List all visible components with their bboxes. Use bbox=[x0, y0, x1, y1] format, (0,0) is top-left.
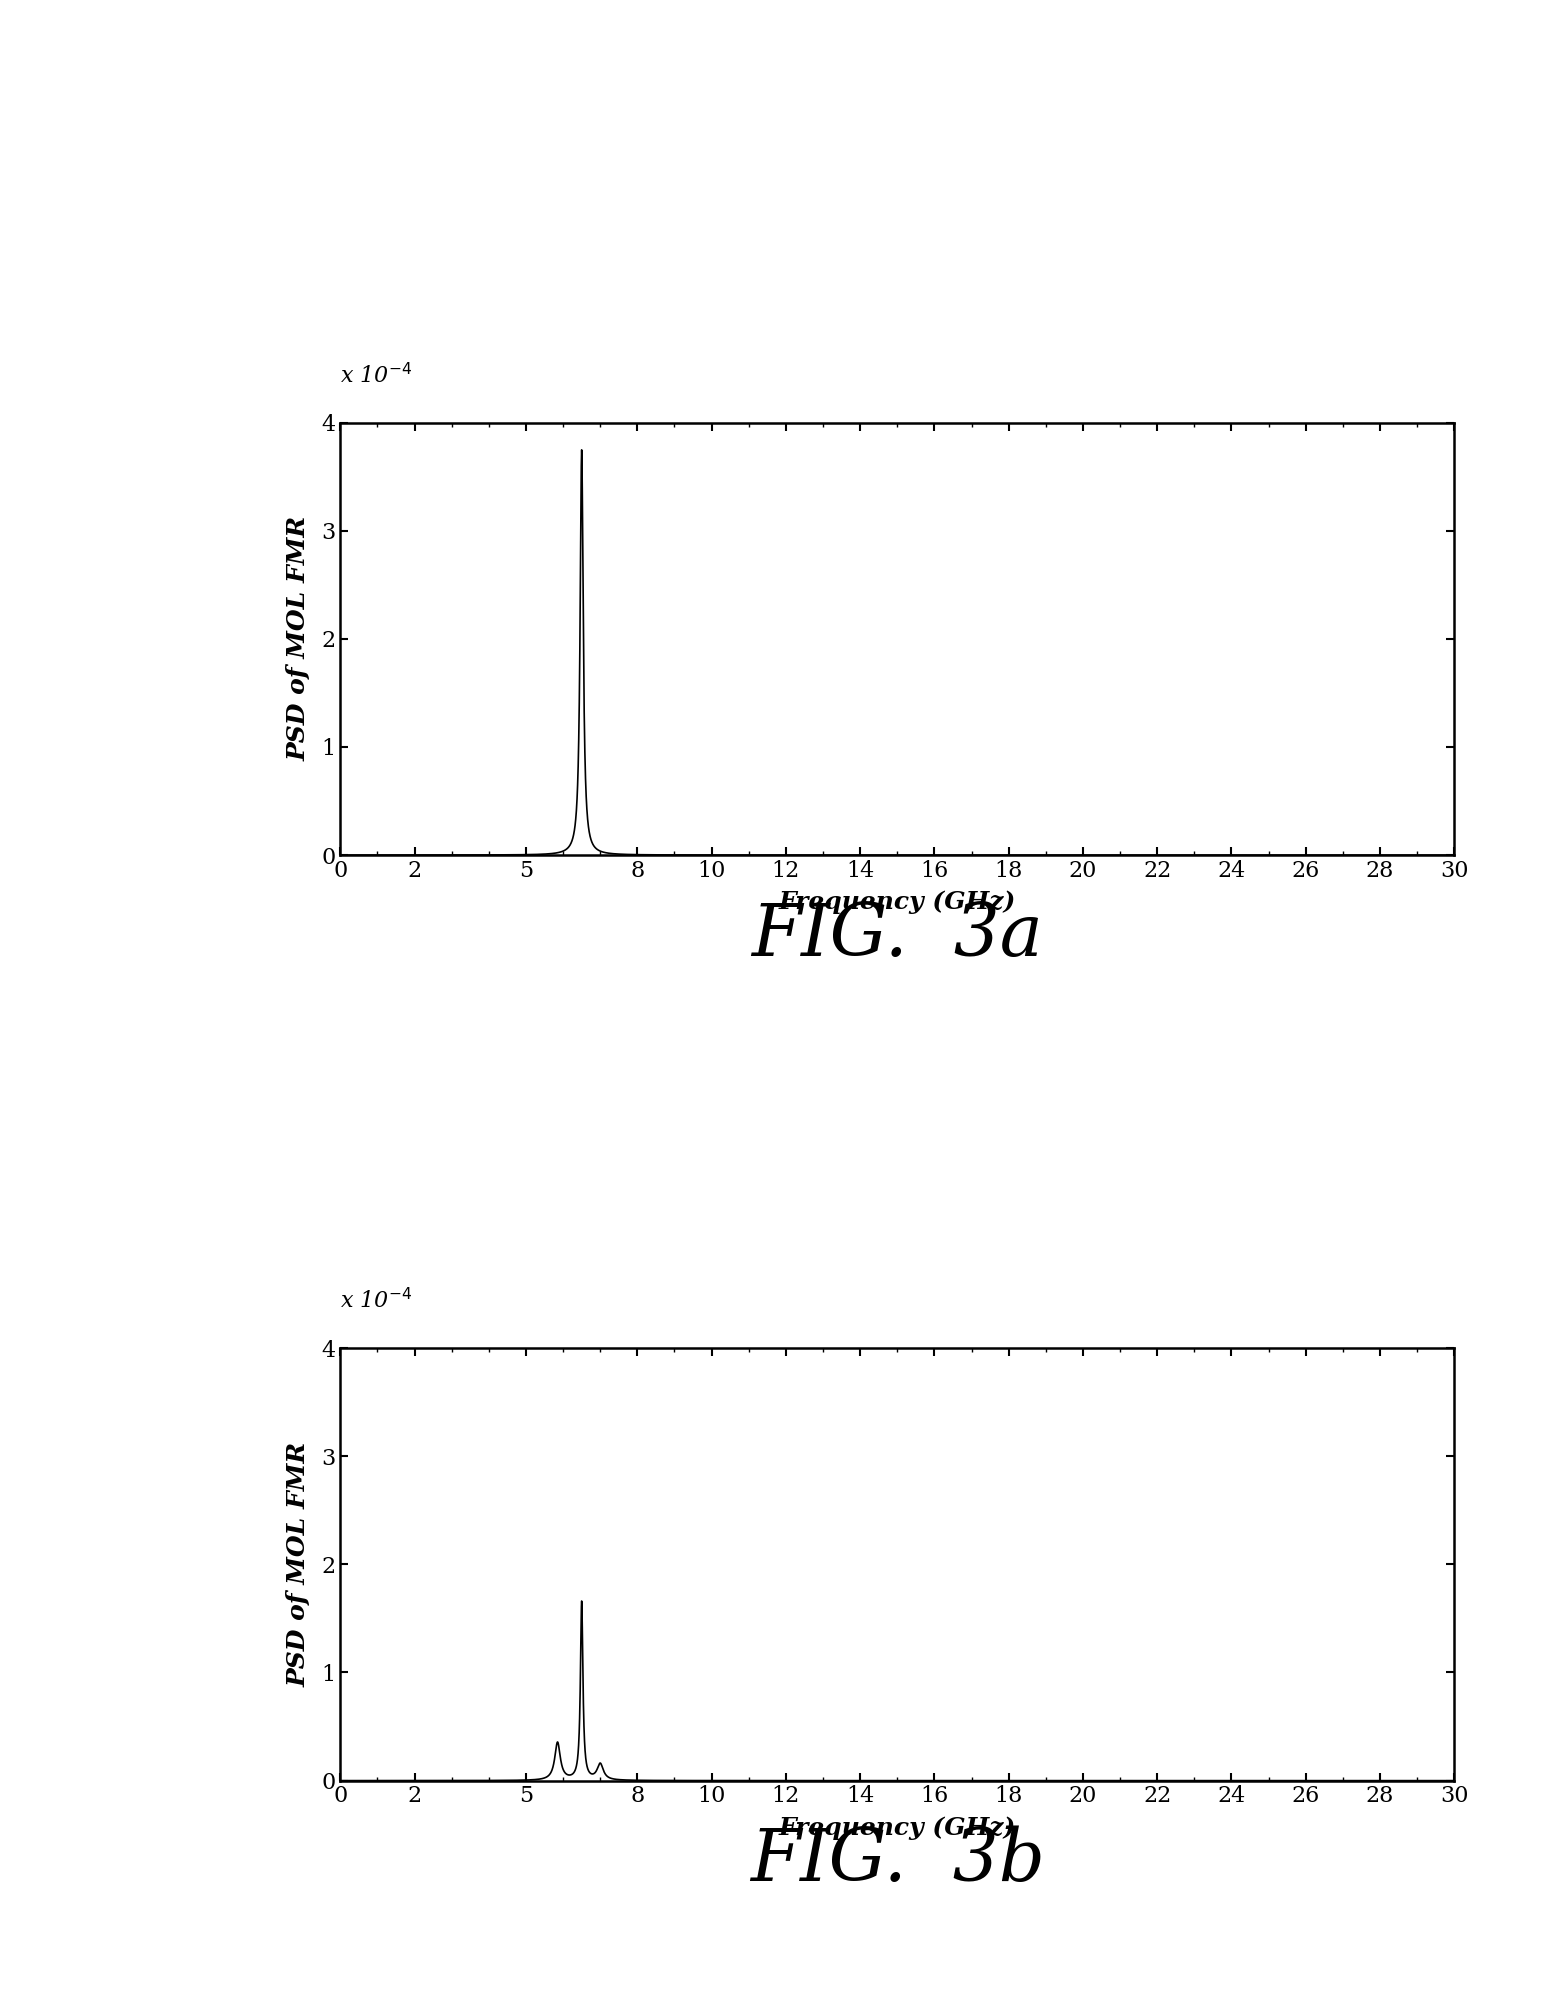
Text: x 10$^{-4}$: x 10$^{-4}$ bbox=[340, 1288, 413, 1314]
Text: FIG.  3b: FIG. 3b bbox=[750, 1825, 1044, 1897]
Y-axis label: PSD of MOL FMR: PSD of MOL FMR bbox=[286, 1443, 309, 1686]
Y-axis label: PSD of MOL FMR: PSD of MOL FMR bbox=[286, 517, 309, 761]
X-axis label: Frequency (GHz): Frequency (GHz) bbox=[778, 889, 1016, 913]
X-axis label: Frequency (GHz): Frequency (GHz) bbox=[778, 1815, 1016, 1839]
Text: FIG.  3a: FIG. 3a bbox=[752, 899, 1043, 972]
Text: x 10$^{-4}$: x 10$^{-4}$ bbox=[340, 362, 413, 388]
